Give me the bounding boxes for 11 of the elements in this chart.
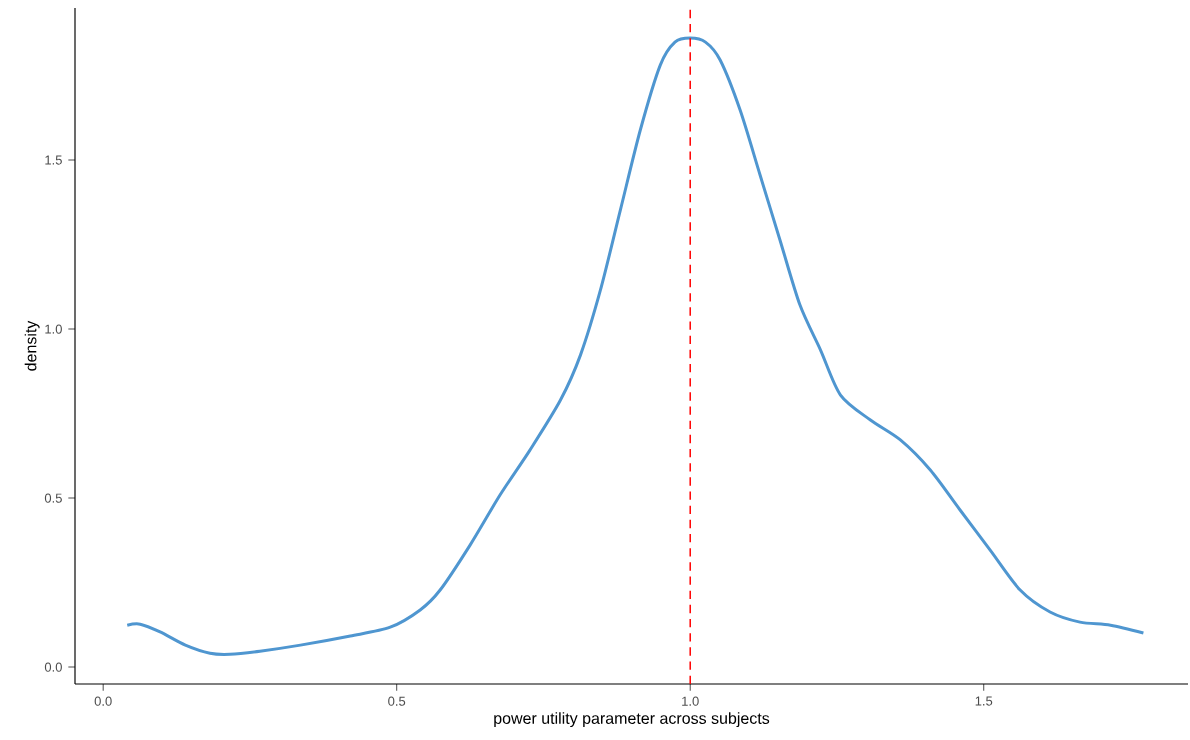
x-tick-label: 1.0 (682, 696, 699, 706)
x-tick-label: 0.5 (388, 696, 406, 706)
line-series (125, 36, 1145, 656)
x-tick-label: 1.5 (975, 696, 993, 706)
y-tick-label: 1.0 (45, 324, 62, 334)
y-tick-label: 1.5 (45, 155, 62, 165)
y-tick-label: 0.0 (44, 662, 62, 672)
x-tick-label: 0.0 (94, 696, 112, 706)
y-axis-title: density (24, 320, 40, 371)
x-axis-title: power utility parameter across subjects (494, 712, 770, 728)
y-tick-label: 0.5 (44, 493, 62, 503)
